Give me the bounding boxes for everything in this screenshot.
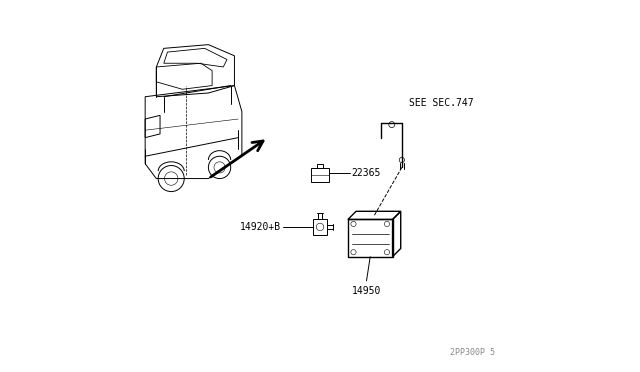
Text: 22365: 22365 — [351, 168, 381, 178]
Text: 2PP300P 5: 2PP300P 5 — [450, 348, 495, 357]
Text: 14950: 14950 — [352, 286, 381, 296]
Text: 14920+B: 14920+B — [240, 222, 281, 232]
Text: SEE SEC.747: SEE SEC.747 — [410, 98, 474, 108]
